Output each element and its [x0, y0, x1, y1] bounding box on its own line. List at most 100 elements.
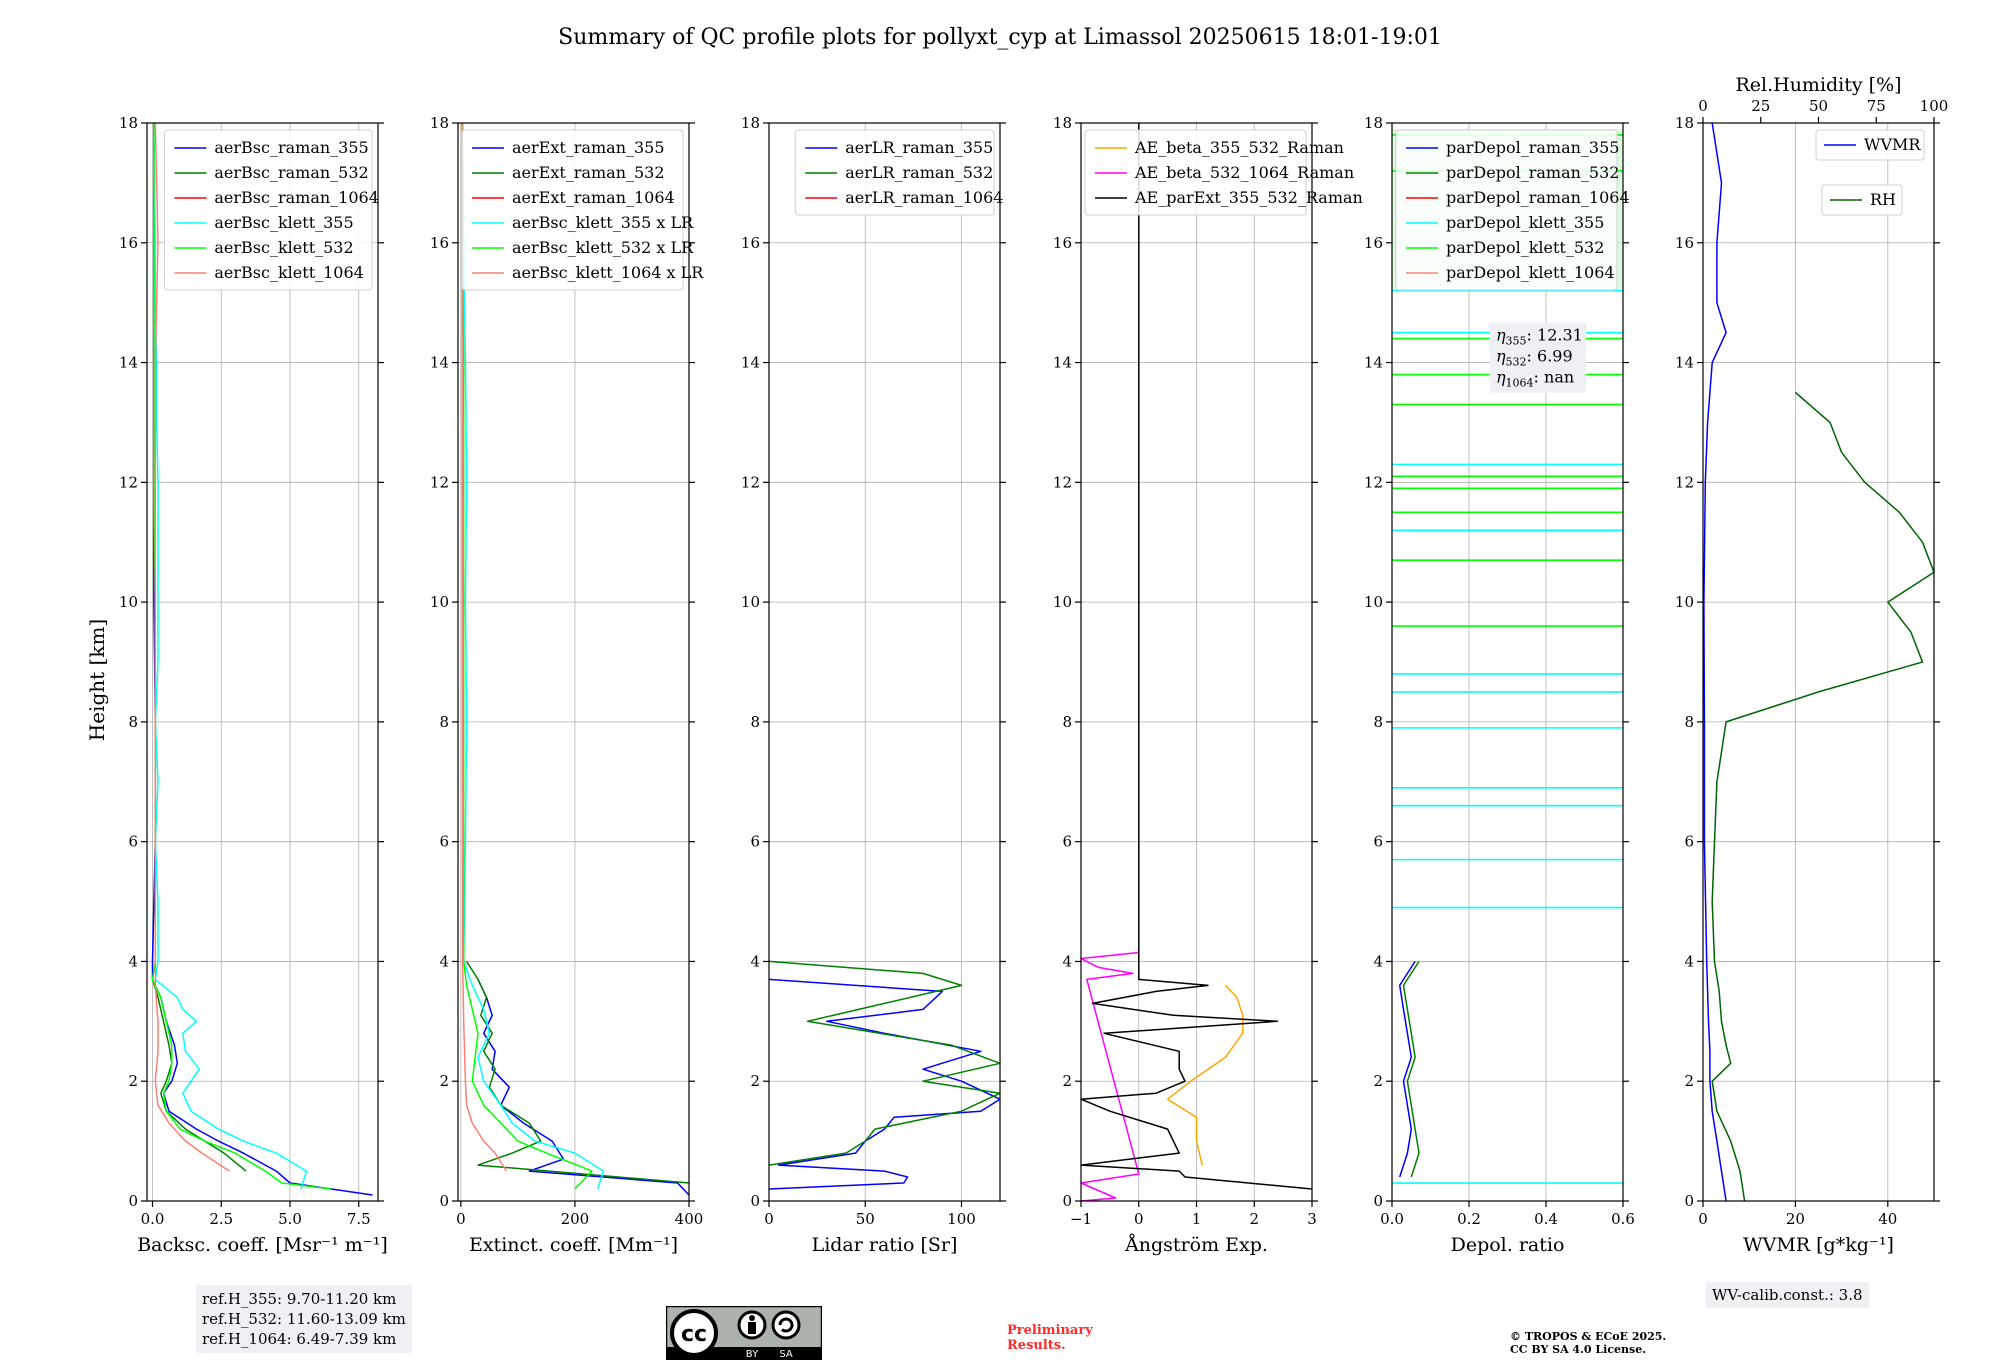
x-tick-label: 0: [764, 1210, 774, 1228]
series-line-RH: [1711, 391, 1935, 1202]
y-tick-label: 2: [439, 1072, 449, 1090]
y-tick-label: 4: [128, 952, 138, 970]
ref-height-532: ref.H_532: 11.60-13.09 km: [202, 1310, 406, 1328]
y-tick-label: 10: [1675, 593, 1694, 611]
legend-label-aerLR_raman_1064: aerLR_raman_1064: [845, 188, 1003, 207]
legend-label-aerExt_raman_355: aerExt_raman_355: [512, 138, 665, 157]
y-tick-label: 10: [1053, 593, 1072, 611]
y-tick-label: 2: [1684, 1072, 1694, 1090]
legend: aerLR_raman_355 aerLR_raman_532 aerLR_rama…: [794, 129, 1003, 216]
legend-label-parDepol_klett_532: parDepol_klett_532: [1446, 238, 1604, 257]
preliminary-line-2: Results.: [1007, 1338, 1066, 1353]
axes-frame: [1702, 122, 1935, 1202]
x-tick-label: 3: [1307, 1210, 1317, 1228]
y-tick-label: 0: [439, 1192, 449, 1210]
y-tick-label: 2: [1373, 1072, 1383, 1090]
series-line-aerBsc_klett_532 x LR: [461, 123, 593, 1190]
x2-tick-label: 25: [1751, 97, 1770, 115]
y-axis-label: Height [km]: [85, 619, 109, 741]
wv-calibration-box: WV-calib.const.: 3.8: [1706, 1282, 1869, 1308]
x-tick-label: 0: [1134, 1210, 1144, 1228]
y-tick-label: 6: [1373, 833, 1383, 851]
y-tick-label: 12: [1364, 473, 1383, 491]
y-tick-label: 6: [128, 833, 138, 851]
legend-label-aerBsc_klett_355: aerBsc_klett_355: [214, 213, 353, 232]
panel-depol: 0 2 4 6 8 10 12 14 16 18 0.0 0.2 0.4 0.6 Depol. ratio p…: [1364, 114, 1635, 1256]
x-axis-label: WVMR [g*kg⁻¹]: [1743, 1234, 1894, 1256]
legend-box: [794, 129, 995, 216]
y-tick-label: 18: [430, 114, 449, 132]
y-tick-label: 10: [119, 593, 138, 611]
y-tick-label: 6: [1684, 833, 1694, 851]
legend-label-aerBsc_raman_355: aerBsc_raman_355: [214, 138, 368, 157]
series-line-aerBsc_klett_1064: [154, 122, 230, 1172]
panel-bsc: 0 2 4 6 8 10 12 14 16 18 0.0 2.5 5.0 7.5 Backsc. coeff…: [119, 114, 388, 1256]
legend-label-parDepol_raman_1064: parDepol_raman_1064: [1446, 188, 1630, 207]
y-tick-label: 2: [750, 1072, 760, 1090]
x-axis-label: Ångström Exp.: [1124, 1234, 1268, 1256]
y-tick-label: 0: [1062, 1192, 1072, 1210]
y-tick-label: 16: [119, 234, 138, 252]
y-tick-label: 16: [1675, 234, 1694, 252]
panel-lr: 0 2 4 6 8 10 12 14 16 18 0 50 100 Lidar ratio [Sr] aer…: [741, 114, 1006, 1256]
y-tick-label: 0: [750, 1192, 760, 1210]
y-tick-label: 6: [439, 833, 449, 851]
y-tick-label: 14: [1675, 354, 1694, 372]
preliminary-note: Preliminary Results.: [1007, 1323, 1093, 1353]
y-tick-label: 16: [430, 234, 449, 252]
y-tick-label: 0: [1373, 1192, 1383, 1210]
eta-symbol: η: [1496, 347, 1506, 366]
eta-value: : 6.99: [1527, 347, 1573, 366]
y-tick-label: 14: [1364, 354, 1383, 372]
eta-value: : nan: [1534, 368, 1575, 387]
legend-label-aerBsc_raman_1064: aerBsc_raman_1064: [214, 188, 379, 207]
legend-box: [1395, 129, 1618, 291]
series-line-aerLR_raman_355: [768, 978, 1001, 1190]
legend-label-aerLR_raman_532: aerLR_raman_532: [845, 163, 993, 182]
y-tick-label: 18: [119, 114, 138, 132]
y-tick-label: 8: [439, 713, 449, 731]
y-tick-label: 0: [128, 1192, 138, 1210]
x-tick-label: 7.5: [347, 1210, 371, 1228]
eta-value: : 12.31: [1527, 326, 1583, 345]
legend-label: RH: [1870, 190, 1896, 209]
legend: parDepol_raman_355 parDepol_raman_532 parD…: [1395, 129, 1630, 291]
eta-symbol: η: [1496, 326, 1506, 345]
x-tick-label: 100: [947, 1210, 976, 1228]
legend-label-AE_beta_532_1064_Raman: AE_beta_532_1064_Raman: [1134, 163, 1354, 182]
y-tick-label: 18: [741, 114, 760, 132]
x-tick-label: 40: [1878, 1210, 1897, 1228]
x-tick-label: 0: [1698, 1210, 1708, 1228]
legend-label-parDepol_raman_532: parDepol_raman_532: [1446, 163, 1619, 182]
y-tick-label: 10: [430, 593, 449, 611]
y-tick-label: 4: [750, 952, 760, 970]
reference-heights-box: ref.H_355: 9.70-11.20 km ref.H_532: 11.6…: [196, 1285, 412, 1353]
x-tick-label: 50: [856, 1210, 875, 1228]
x-axis-label: Extinct. coeff. [Mm⁻¹]: [469, 1234, 678, 1256]
y-tick-label: 0: [1684, 1192, 1694, 1210]
y-tick-label: 8: [128, 713, 138, 731]
cc-by-sa-icon: cc BY SA: [666, 1306, 822, 1360]
y-tick-label: 14: [119, 354, 138, 372]
y-tick-label: 14: [430, 354, 449, 372]
series-line-aerExt_raman_532: [465, 960, 690, 1184]
legend-label-aerBsc_klett_1064: aerBsc_klett_1064: [214, 263, 363, 282]
legend-label-parDepol_klett_355: parDepol_klett_355: [1446, 213, 1604, 232]
y-tick-label: 12: [430, 473, 449, 491]
legend-label-aerLR_raman_355: aerLR_raman_355: [845, 138, 993, 157]
legend-label-aerBsc_klett_532: aerBsc_klett_532: [214, 238, 353, 257]
legend-label-aerBsc_klett_1064 x LR: aerBsc_klett_1064 x LR: [512, 263, 704, 282]
x-tick-label: 0.4: [1534, 1210, 1558, 1228]
y-tick-label: 16: [741, 234, 760, 252]
preliminary-line-1: Preliminary: [1007, 1323, 1093, 1338]
legend-label-aerBsc_klett_532 x LR: aerBsc_klett_532 x LR: [512, 238, 694, 257]
legend: AE_beta_355_532_Raman AE_beta_532_1064_Ra…: [1084, 129, 1363, 216]
y-tick-label: 10: [741, 593, 760, 611]
axes-frame: [768, 122, 1001, 1202]
series-line-aerBsc_klett_355: [153, 123, 308, 1190]
y-tick-label: 4: [1373, 952, 1383, 970]
annotation-box: [1489, 322, 1586, 393]
x2-tick-label: 50: [1809, 97, 1828, 115]
